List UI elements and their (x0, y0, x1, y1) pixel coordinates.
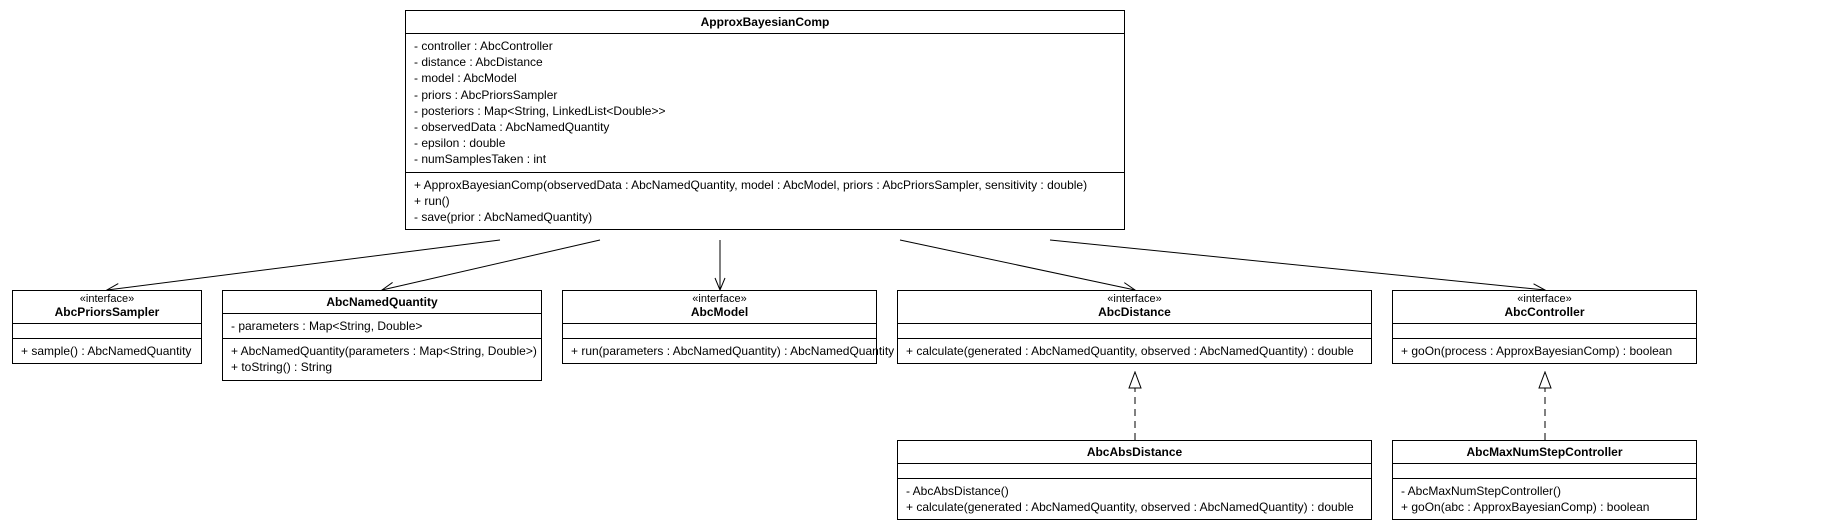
stereotype-label: «interface» (563, 291, 876, 305)
class-name: AbcPriorsSampler (13, 305, 201, 323)
class-AbcModel: «interface»AbcModel + run(parameters : Ab… (562, 290, 877, 364)
attributes-section (898, 464, 1371, 479)
stereotype-label: «interface» (898, 291, 1371, 305)
method-row: + run() (414, 193, 1116, 209)
attributes-section (1393, 324, 1696, 339)
edge-dependency-0 (107, 240, 500, 290)
method-row: - save(prior : AbcNamedQuantity) (414, 209, 1116, 225)
attributes-section (898, 324, 1371, 339)
attribute-row: - numSamplesTaken : int (414, 151, 1116, 167)
attribute-row: - controller : AbcController (414, 38, 1116, 54)
methods-section: - AbcAbsDistance()+ calculate(generated … (898, 479, 1371, 519)
class-header: «interface»AbcDistance (898, 291, 1371, 324)
method-row: + goOn(process : ApproxBayesianComp) : b… (1401, 343, 1688, 359)
stereotype-label: «interface» (13, 291, 201, 305)
class-AbcAbsDistance: AbcAbsDistance - AbcAbsDistance()+ calcul… (897, 440, 1372, 520)
class-AbcMaxNumStepController: AbcMaxNumStepController - AbcMaxNumStepCo… (1392, 440, 1697, 520)
class-AbcDistance: «interface»AbcDistance + calculate(genera… (897, 290, 1372, 364)
attribute-row: - model : AbcModel (414, 70, 1116, 86)
edge-dependency-3 (900, 240, 1135, 290)
class-header: «interface»AbcPriorsSampler (13, 291, 201, 324)
methods-section: + run(parameters : AbcNamedQuantity) : A… (563, 339, 876, 363)
stereotype-label: «interface» (1393, 291, 1696, 305)
class-AbcController: «interface»AbcController + goOn(process :… (1392, 290, 1697, 364)
attribute-row: - distance : AbcDistance (414, 54, 1116, 70)
class-name: AbcNamedQuantity (223, 291, 541, 314)
class-name: AbcMaxNumStepController (1393, 441, 1696, 464)
methods-section: + calculate(generated : AbcNamedQuantity… (898, 339, 1371, 363)
methods-section: + sample() : AbcNamedQuantity (13, 339, 201, 363)
methods-section: + AbcNamedQuantity(parameters : Map<Stri… (223, 339, 541, 379)
uml-canvas: ApproxBayesianComp- controller : AbcCont… (0, 0, 1822, 531)
class-name: AbcDistance (898, 305, 1371, 323)
methods-section: + ApproxBayesianComp(observedData : AbcN… (406, 173, 1124, 230)
class-header: «interface»AbcModel (563, 291, 876, 324)
method-row: + AbcNamedQuantity(parameters : Map<Stri… (231, 343, 533, 359)
method-row: + sample() : AbcNamedQuantity (21, 343, 193, 359)
attributes-section (1393, 464, 1696, 479)
attributes-section (563, 324, 876, 339)
attributes-section: - parameters : Map<String, Double> (223, 314, 541, 339)
attribute-row: - observedData : AbcNamedQuantity (414, 119, 1116, 135)
method-row: + ApproxBayesianComp(observedData : AbcN… (414, 177, 1116, 193)
method-row: + goOn(abc : ApproxBayesianComp) : boole… (1401, 499, 1688, 515)
method-row: - AbcMaxNumStepController() (1401, 483, 1688, 499)
class-ApproxBayesianComp: ApproxBayesianComp- controller : AbcCont… (405, 10, 1125, 230)
attribute-row: - epsilon : double (414, 135, 1116, 151)
edge-dependency-4 (1050, 240, 1545, 290)
class-AbcPriorsSampler: «interface»AbcPriorsSampler + sample() : … (12, 290, 202, 364)
attribute-row: - posteriors : Map<String, LinkedList<Do… (414, 103, 1116, 119)
method-row: + run(parameters : AbcNamedQuantity) : A… (571, 343, 868, 359)
methods-section: - AbcMaxNumStepController()+ goOn(abc : … (1393, 479, 1696, 519)
method-row: + calculate(generated : AbcNamedQuantity… (906, 343, 1363, 359)
edge-dependency-1 (382, 240, 600, 290)
method-row: - AbcAbsDistance() (906, 483, 1363, 499)
class-name: AbcController (1393, 305, 1696, 323)
method-row: + calculate(generated : AbcNamedQuantity… (906, 499, 1363, 515)
attributes-section (13, 324, 201, 339)
class-name: AbcAbsDistance (898, 441, 1371, 464)
attribute-row: - parameters : Map<String, Double> (231, 318, 533, 334)
attributes-section: - controller : AbcController- distance :… (406, 34, 1124, 173)
class-header: «interface»AbcController (1393, 291, 1696, 324)
method-row: + toString() : String (231, 359, 533, 375)
class-AbcNamedQuantity: AbcNamedQuantity - parameters : Map<Strin… (222, 290, 542, 381)
methods-section: + goOn(process : ApproxBayesianComp) : b… (1393, 339, 1696, 363)
attribute-row: - priors : AbcPriorsSampler (414, 87, 1116, 103)
class-name: AbcModel (563, 305, 876, 323)
class-name: ApproxBayesianComp (406, 11, 1124, 34)
